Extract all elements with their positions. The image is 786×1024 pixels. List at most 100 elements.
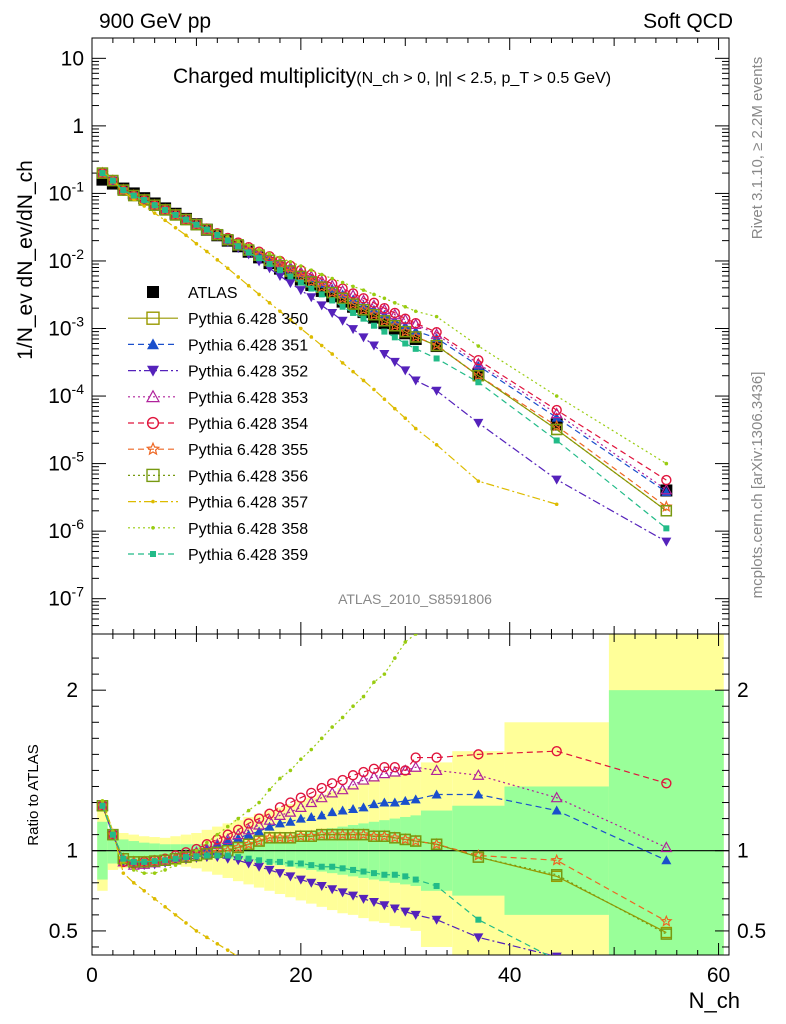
ratio-point	[379, 797, 390, 807]
ratio-point	[308, 862, 315, 869]
data-point	[306, 293, 317, 303]
ratio-point	[326, 786, 339, 798]
ratio-point	[351, 704, 355, 709]
ratio-point	[393, 656, 397, 660]
ratio-point	[472, 851, 485, 863]
data-point	[413, 309, 418, 314]
ratio-point	[315, 828, 328, 840]
data-point	[182, 216, 189, 223]
ratio-point	[163, 905, 167, 909]
ratio-point	[326, 778, 338, 789]
data-point	[99, 170, 106, 177]
data-point	[358, 333, 369, 343]
legend-label: Pythia 6.428 356	[188, 468, 308, 485]
ratio-y-tick-label-right: 0.5	[737, 920, 766, 943]
data-point	[410, 376, 421, 386]
data-point	[245, 249, 252, 256]
data-point	[433, 355, 440, 362]
ratio-point	[214, 852, 221, 859]
ratio-point	[243, 859, 254, 869]
ratio-point	[346, 828, 360, 840]
ratio-point	[131, 868, 136, 872]
ratio-point	[305, 796, 318, 808]
ratio-point	[389, 762, 401, 773]
ratio-point	[433, 882, 440, 889]
ratio-point	[473, 789, 484, 799]
data-point	[284, 264, 297, 277]
data-point	[235, 243, 242, 250]
x-tick-label: 0	[86, 964, 98, 987]
data-point	[553, 437, 560, 444]
ratio-point	[142, 871, 147, 875]
data-point	[162, 206, 169, 213]
ratio-point	[274, 802, 286, 813]
data-point	[382, 296, 387, 301]
ratio-point	[399, 832, 412, 845]
ratio-point	[368, 898, 379, 908]
ratio-point	[294, 829, 308, 842]
legend-entry: Pythia 6.428 355	[128, 441, 308, 459]
data-point	[475, 379, 482, 386]
ratio-point	[336, 783, 349, 795]
ratio-point	[409, 834, 422, 847]
ratio-point	[163, 868, 167, 872]
y-tick-label: 10-6	[48, 516, 84, 543]
ratio-point	[236, 816, 240, 821]
data-point	[379, 349, 390, 359]
header-right: Soft QCD	[643, 10, 733, 33]
data-point	[660, 483, 673, 495]
ratio-point	[297, 860, 304, 867]
ratio-point	[242, 823, 255, 835]
data-point	[393, 406, 397, 411]
ratio-point	[472, 769, 485, 780]
ratio-point	[305, 829, 318, 842]
ratio-point	[172, 855, 179, 862]
ratio-point	[224, 852, 231, 859]
ratio-point	[367, 829, 381, 842]
data-point	[246, 283, 251, 288]
chart-title: Charged multiplicity(N_ch > 0, |η| < 2.5…	[173, 65, 611, 88]
data-point	[194, 241, 199, 246]
y-tick-label: 10-4	[48, 381, 84, 408]
ratio-point	[379, 762, 390, 773]
data-point	[152, 211, 157, 215]
ratio-point	[368, 763, 380, 775]
data-point	[361, 378, 366, 383]
ratio-point	[473, 933, 484, 943]
ratio-point	[173, 863, 178, 867]
ratio-point	[285, 872, 296, 882]
data-point	[412, 345, 419, 352]
ratio-y-tick-label: 2	[66, 679, 78, 702]
ratio-point	[318, 863, 325, 870]
data-point	[551, 475, 562, 485]
ratio-point	[329, 863, 336, 870]
data-point	[308, 285, 315, 292]
ratio-point	[550, 791, 563, 803]
legend-marker	[145, 389, 161, 403]
ratio-point	[330, 725, 334, 729]
ratio-point	[337, 774, 348, 786]
ratio-point	[337, 888, 348, 898]
data-point	[410, 317, 421, 329]
data-point	[319, 272, 324, 277]
data-point	[368, 297, 380, 309]
data-point	[430, 338, 443, 351]
data-point	[299, 326, 303, 331]
series-pythia-6-428-359	[99, 170, 670, 532]
data-point	[236, 239, 240, 244]
ratio-point	[162, 857, 169, 864]
ratio-point	[550, 869, 563, 881]
data-point	[107, 174, 119, 187]
ratio-point	[412, 876, 419, 883]
y-tick-label: 10	[61, 47, 84, 70]
ratio-point	[660, 914, 673, 927]
data-point	[350, 309, 357, 316]
ratio-point	[263, 831, 276, 844]
ratio-point	[348, 891, 359, 901]
ratio-point	[391, 871, 398, 878]
data-point	[330, 276, 334, 281]
data-point	[554, 502, 559, 507]
ratio-point	[550, 853, 563, 866]
ratio-point	[306, 878, 317, 888]
ratio-point	[287, 860, 294, 867]
